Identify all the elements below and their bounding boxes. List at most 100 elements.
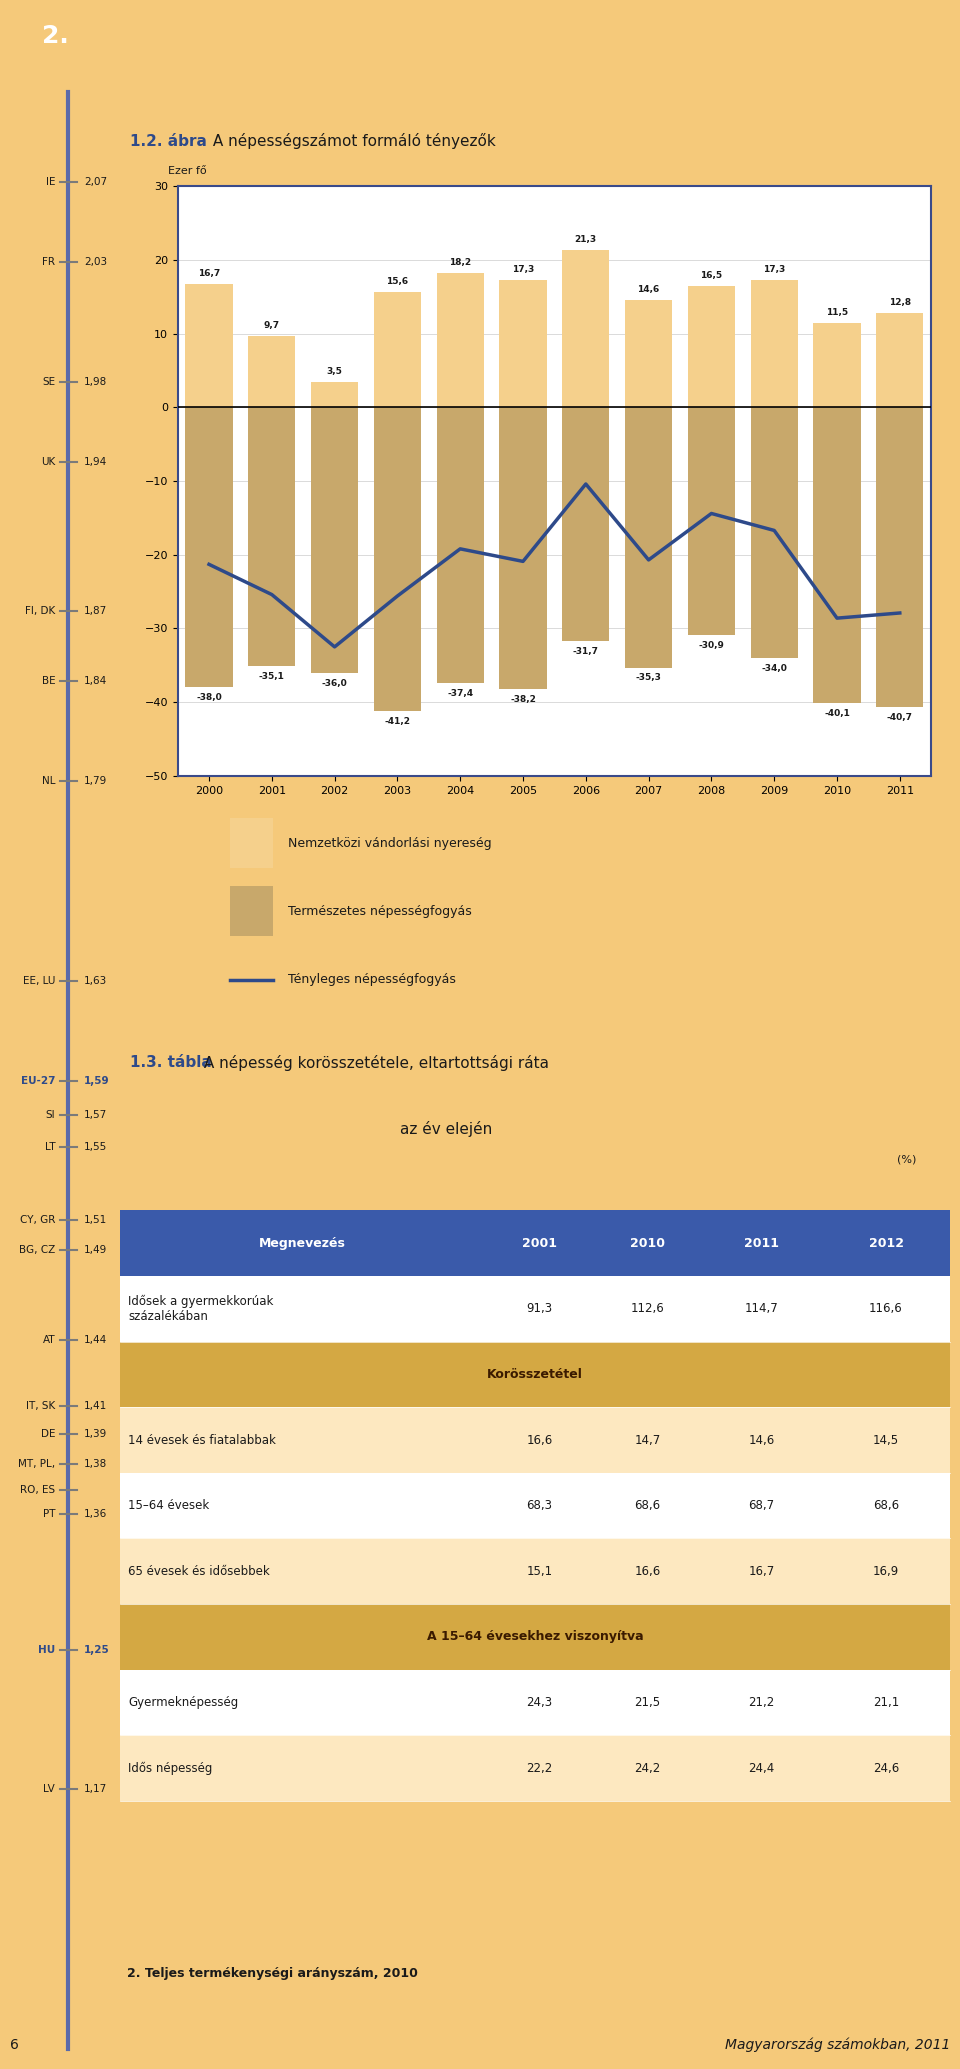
Text: 21,2: 21,2	[749, 1697, 775, 1709]
Text: A 15–64 évesekhez viszonyítva: A 15–64 évesekhez viszonyítva	[427, 1630, 643, 1643]
Text: 16,9: 16,9	[873, 1564, 900, 1579]
Text: 1,84: 1,84	[84, 677, 108, 687]
Bar	[120, 1407, 950, 1473]
Bar	[120, 1670, 950, 1736]
Text: 2001: 2001	[522, 1237, 557, 1250]
Text: -34,0: -34,0	[761, 664, 787, 672]
Text: 22,2: 22,2	[526, 1761, 552, 1775]
Text: EU-27: EU-27	[21, 1076, 56, 1086]
Text: 1,39: 1,39	[84, 1430, 108, 1440]
Text: FI, DK: FI, DK	[25, 606, 56, 617]
Text: 18,2: 18,2	[449, 259, 471, 267]
Text: -31,7: -31,7	[573, 648, 599, 656]
Text: 114,7: 114,7	[745, 1301, 779, 1316]
Bar	[120, 1277, 950, 1341]
Bar	[625, 300, 672, 408]
Bar	[563, 408, 610, 641]
Text: 21,3: 21,3	[575, 236, 597, 244]
Bar	[876, 312, 924, 408]
Text: 1.3. tábla: 1.3. tábla	[130, 1055, 211, 1070]
Bar	[120, 1736, 950, 1800]
Text: 1,44: 1,44	[84, 1335, 108, 1345]
Bar	[120, 1539, 950, 1603]
Text: 24,4: 24,4	[749, 1761, 775, 1775]
Text: Tényleges népességfogyás: Tényleges népességfogyás	[288, 972, 455, 987]
Text: -40,1: -40,1	[824, 710, 850, 718]
Text: 1,63: 1,63	[84, 977, 108, 985]
Text: 14,6: 14,6	[637, 286, 660, 294]
Text: 24,3: 24,3	[526, 1697, 552, 1709]
Text: -38,2: -38,2	[510, 695, 536, 703]
Text: LV: LV	[43, 1783, 56, 1794]
Text: Magyarország számokban, 2011: Magyarország számokban, 2011	[725, 2038, 950, 2052]
Bar	[120, 1210, 950, 1277]
Text: A népességszámot formáló tényezők: A népességszámot formáló tényezők	[208, 132, 496, 149]
Text: Nemzetközi vándorlási nyereség: Nemzetközi vándorlási nyereség	[288, 836, 492, 850]
Bar	[185, 408, 232, 687]
Text: RO, ES: RO, ES	[20, 1486, 56, 1496]
Text: 14,6: 14,6	[749, 1434, 775, 1446]
Text: 11,5: 11,5	[826, 308, 848, 317]
Text: SI: SI	[45, 1109, 56, 1119]
Text: BG, CZ: BG, CZ	[19, 1246, 56, 1256]
Text: EE, LU: EE, LU	[23, 977, 56, 985]
Text: 6: 6	[10, 2038, 18, 2052]
Text: Gyermeknépesség: Gyermeknépesség	[129, 1697, 238, 1709]
Bar	[120, 1603, 950, 1670]
Text: 68,6: 68,6	[635, 1500, 660, 1512]
Text: -41,2: -41,2	[384, 718, 411, 726]
Text: 91,3: 91,3	[526, 1301, 552, 1316]
Bar	[751, 279, 798, 408]
Text: 2.: 2.	[42, 25, 68, 48]
Text: 68,3: 68,3	[526, 1500, 552, 1512]
Text: 15,6: 15,6	[386, 277, 408, 286]
Bar	[230, 886, 274, 937]
Text: -37,4: -37,4	[447, 689, 473, 697]
Text: 1,79: 1,79	[84, 776, 108, 786]
Text: -30,9: -30,9	[699, 641, 725, 650]
Text: -36,0: -36,0	[322, 679, 348, 687]
Bar	[563, 250, 610, 408]
Bar	[813, 323, 860, 408]
Text: LT: LT	[44, 1142, 56, 1152]
Text: 116,6: 116,6	[869, 1301, 903, 1316]
Text: 2011: 2011	[744, 1237, 779, 1250]
Bar	[751, 408, 798, 658]
Text: 1,51: 1,51	[84, 1215, 108, 1225]
Bar	[249, 335, 296, 408]
Text: 12,8: 12,8	[889, 298, 911, 306]
Text: 1,17: 1,17	[84, 1783, 108, 1794]
Text: IE: IE	[46, 178, 56, 186]
Bar	[249, 408, 296, 666]
Text: BE: BE	[41, 677, 56, 687]
Text: 16,7: 16,7	[198, 269, 220, 279]
Text: 2,07: 2,07	[84, 178, 107, 186]
Text: az év elején: az év elején	[400, 1121, 492, 1138]
Text: Idősek a gyermekkorúak
százalékában: Idősek a gyermekkorúak százalékában	[129, 1295, 274, 1322]
Text: 14,7: 14,7	[635, 1434, 660, 1446]
Text: 24,2: 24,2	[635, 1761, 660, 1775]
Bar	[625, 408, 672, 668]
Text: 14 évesek és fiatalabbak: 14 évesek és fiatalabbak	[129, 1434, 276, 1446]
Text: 24,6: 24,6	[873, 1761, 900, 1775]
Text: 68,6: 68,6	[873, 1500, 900, 1512]
Text: -35,3: -35,3	[636, 672, 661, 683]
Text: 9,7: 9,7	[264, 321, 280, 329]
Bar	[311, 408, 358, 672]
Text: 16,6: 16,6	[635, 1564, 660, 1579]
Text: 16,7: 16,7	[749, 1564, 775, 1579]
Text: 14,5: 14,5	[873, 1434, 900, 1446]
Bar	[311, 381, 358, 408]
Text: 17,3: 17,3	[763, 265, 785, 273]
Text: UK: UK	[41, 457, 56, 468]
Text: Ezer fő: Ezer fő	[168, 166, 206, 176]
Text: 16,6: 16,6	[526, 1434, 552, 1446]
Bar	[185, 283, 232, 408]
Text: Idős népesség: Idős népesség	[129, 1761, 213, 1775]
Text: 1,49: 1,49	[84, 1246, 108, 1256]
Text: FR: FR	[42, 257, 56, 267]
Text: 1.2. ábra: 1.2. ábra	[130, 134, 206, 149]
Text: 1,87: 1,87	[84, 606, 108, 617]
Bar	[373, 408, 420, 712]
Bar	[373, 292, 420, 408]
